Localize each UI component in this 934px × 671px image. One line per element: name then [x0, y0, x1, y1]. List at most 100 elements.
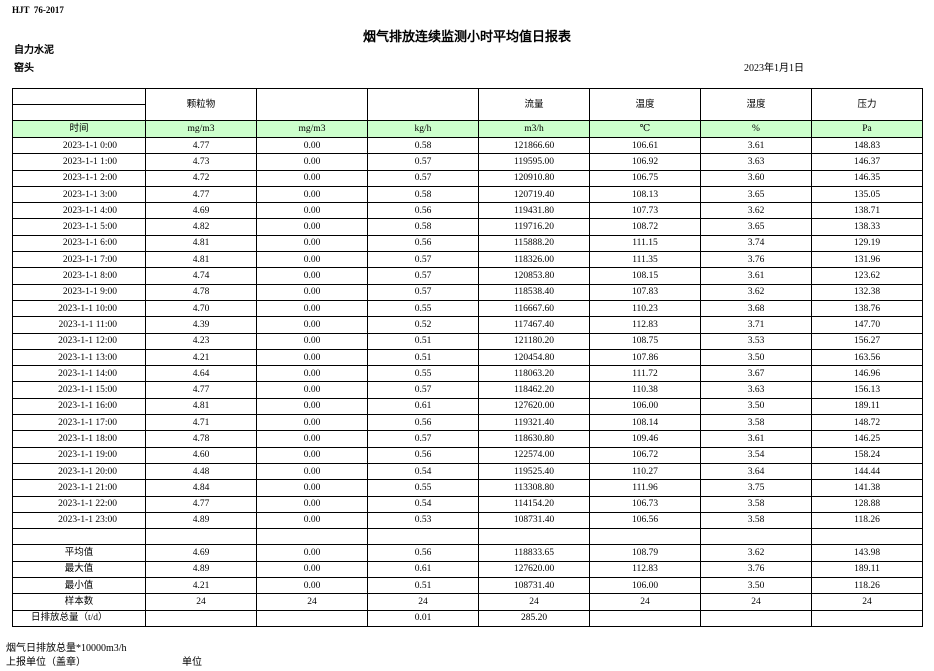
value-cell: 0.00: [256, 202, 368, 220]
value-cell: 3.75: [700, 479, 812, 497]
summary-value: 143.98: [811, 544, 923, 562]
value-cell: 3.60: [700, 169, 812, 187]
value-cell: 146.37: [811, 153, 923, 171]
value-cell: 3.65: [700, 185, 812, 204]
value-cell: 108.72: [589, 218, 701, 236]
summary-label: 日排放总量（t/d）: [12, 609, 146, 627]
standard: HJT 76-2017: [12, 5, 64, 15]
value-cell: 4.77: [145, 381, 257, 399]
summary-label: 样本数: [12, 593, 146, 611]
summary-value: 0.00: [256, 544, 368, 562]
summary-value: 112.83: [589, 560, 701, 579]
time-cell: 2023-1-1 21:00: [12, 479, 146, 497]
summary-value: 4.21: [145, 577, 257, 595]
value-cell: 3.54: [700, 446, 812, 464]
unit-cell: kg/h: [367, 120, 479, 138]
summary-value: [145, 609, 257, 627]
value-cell: 107.83: [589, 283, 701, 301]
value-cell: 118326.00: [478, 251, 590, 269]
value-cell: 0.57: [367, 267, 479, 285]
time-cell: 2023-1-1 18:00: [12, 430, 146, 448]
table-row: 样本数 24 24 24 24 24 24 24: [12, 593, 923, 611]
table-row: 2023-1-1 6:00 4.81 0.00 0.56 115888.20 111.15…: [12, 234, 923, 253]
value-cell: 4.60: [145, 446, 257, 464]
summary-value: 0.51: [367, 577, 479, 595]
table-row: 时间 mg/m3 mg/m3 kg/h m3/h ℃% Pa: [12, 120, 923, 138]
value-cell: 4.81: [145, 251, 257, 269]
value-cell: 0.00: [256, 169, 368, 187]
table-row: 最大值 4.89 0.00 0.61 127620.00 112.83 3.76 189.11: [12, 560, 923, 579]
table-row: 2023-1-1 3:00 4.77 0.00 0.58 120719.40 108.13…: [12, 185, 923, 204]
time-cell: 2023-1-1 5:00: [12, 218, 146, 236]
summary-value: 0.00: [256, 577, 368, 595]
value-cell: 132.38: [811, 283, 923, 301]
value-cell: 3.61: [700, 136, 812, 155]
value-cell: 0.00: [256, 267, 368, 285]
value-cell: 4.78: [145, 430, 257, 448]
value-cell: 146.35: [811, 169, 923, 187]
value-cell: 0.00: [256, 446, 368, 464]
value-cell: 108.14: [589, 414, 701, 432]
value-cell: 3.61: [700, 430, 812, 448]
value-cell: 138.33: [811, 218, 923, 236]
summary-value: 118.26: [811, 577, 923, 595]
summary-value: 4.89: [145, 560, 257, 579]
value-cell: 118630.80: [478, 430, 590, 448]
summary-value: [811, 609, 923, 627]
value-cell: 144.44: [811, 462, 923, 481]
value-cell: 4.73: [145, 153, 257, 171]
unit-cell: mg/m3: [256, 120, 368, 138]
value-cell: 119431.80: [478, 202, 590, 220]
table-row: 2023-1-1 12:00 4.23 0.00 0.51 121180.20 108.7…: [12, 332, 923, 350]
table-row: 2023-1-1 5:00 4.82 0.00 0.58 119716.20 108.72…: [12, 218, 923, 236]
value-cell: 3.50: [700, 397, 812, 416]
value-cell: 0.00: [256, 332, 368, 350]
time-cell: 2023-1-1 7:00: [12, 251, 146, 269]
value-cell: 0.55: [367, 299, 479, 318]
value-cell: 128.88: [811, 495, 923, 513]
unit-cell: %: [700, 120, 812, 138]
unit-cell: ℃: [589, 120, 701, 138]
value-cell: 0.00: [256, 185, 368, 204]
summary-value: 127620.00: [478, 560, 590, 579]
value-cell: 118462.20: [478, 381, 590, 399]
value-cell: 110.38: [589, 381, 701, 399]
summary-value: 3.76: [700, 560, 812, 579]
column-header: 湿度: [700, 88, 812, 121]
value-cell: 3.71: [700, 316, 812, 334]
company: 自力水泥: [14, 45, 54, 56]
value-cell: 189.11: [811, 397, 923, 416]
value-cell: 0.00: [256, 365, 368, 383]
value-cell: 0.55: [367, 365, 479, 383]
value-cell: 146.96: [811, 365, 923, 383]
column-header: 流量: [478, 88, 590, 121]
value-cell: 4.23: [145, 332, 257, 350]
value-cell: 115888.20: [478, 234, 590, 253]
value-cell: 4.78: [145, 283, 257, 301]
summary-value: 189.11: [811, 560, 923, 579]
value-cell: 123.62: [811, 267, 923, 285]
table-row: 最小值 4.21 0.00 0.51 108731.40 106.00 3.50 118.26: [12, 577, 923, 595]
time-cell: 2023-1-1 8:00: [12, 267, 146, 285]
value-cell: 0.00: [256, 430, 368, 448]
value-cell: 147.70: [811, 316, 923, 334]
table-row: 2023-1-1 11:00 4.39 0.00 0.52 117467.40 112.8…: [12, 316, 923, 334]
value-cell: 0.57: [367, 169, 479, 187]
value-cell: 108.13: [589, 185, 701, 204]
value-cell: 0.56: [367, 446, 479, 464]
value-cell: 0.57: [367, 283, 479, 301]
blank-cell: [12, 528, 146, 546]
value-cell: 0.56: [367, 234, 479, 253]
summary-value: 24: [256, 593, 368, 611]
column-header: [367, 88, 479, 121]
summary-value: 0.61: [367, 560, 479, 579]
value-cell: 0.00: [256, 397, 368, 416]
time-cell: 2023-1-1 22:00: [12, 495, 146, 513]
time-cell: 2023-1-1 16:00: [12, 397, 146, 416]
value-cell: 4.77: [145, 495, 257, 513]
value-cell: 3.58: [700, 495, 812, 513]
date: 2023年1月1日: [744, 63, 804, 74]
value-cell: 120719.40: [478, 185, 590, 204]
value-cell: 110.27: [589, 462, 701, 481]
